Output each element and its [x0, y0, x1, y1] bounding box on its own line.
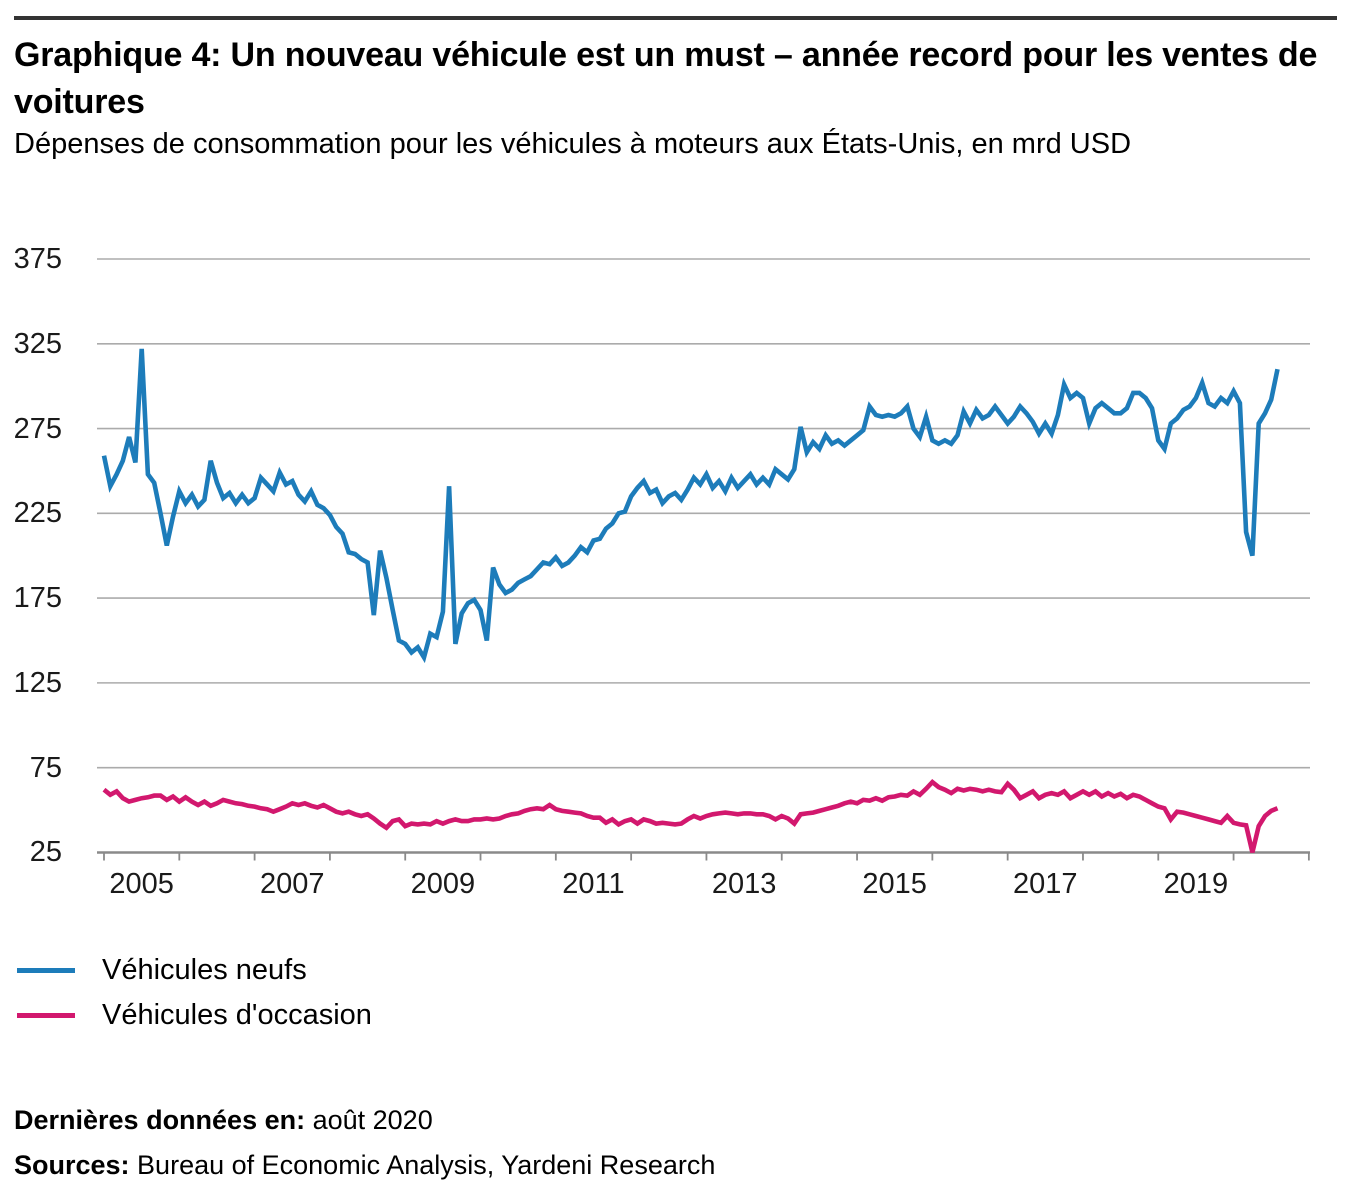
x-tick-label-2015: 2015: [862, 868, 927, 900]
y-tick-label-25: 25: [29, 836, 62, 869]
legend-label: Véhicules neufs: [102, 954, 307, 986]
chart-title: Graphique 4: Un nouveau véhicule est un …: [14, 36, 1318, 121]
footer-sources: Sources: Bureau of Economic Analysis, Ya…: [14, 1143, 1326, 1188]
x-tick-label-2011: 2011: [562, 868, 625, 900]
footer-sources-label: Sources:: [14, 1150, 130, 1180]
chart-subtitle: Dépenses de consommation pour les véhicu…: [14, 128, 1132, 160]
footer-last-data-value: août 2020: [305, 1105, 433, 1135]
x-tick-label-2005: 2005: [109, 868, 174, 900]
y-tick-label-75: 75: [29, 751, 62, 784]
series-line-v-hicules-neufs: [101, 348, 1280, 664]
legend-swatch-icon: [17, 968, 75, 973]
y-tick-label-325: 325: [13, 327, 62, 360]
x-tick-label-2007: 2007: [259, 868, 325, 900]
x-tick-label-2013: 2013: [711, 868, 777, 900]
y-tick-label-225: 225: [13, 497, 62, 530]
y-tick-label-175: 175: [13, 582, 62, 615]
x-tick-label-2019: 2019: [1163, 868, 1229, 900]
footer-last-data-label: Dernières données en:: [14, 1105, 306, 1135]
x-tick-label-2009: 2009: [410, 868, 476, 900]
legend: Véhicules neufs Véhicules d'occasion: [17, 948, 372, 1038]
plot-area: [97, 258, 1310, 861]
legend-swatch-icon: [17, 1013, 75, 1018]
footer-sources-value: Bureau of Economic Analysis, Yardeni Res…: [129, 1150, 716, 1180]
legend-label: Véhicules d'occasion: [102, 999, 372, 1031]
legend-item-0: Véhicules neufs: [17, 948, 372, 993]
y-tick-label-275: 275: [13, 412, 62, 445]
top-rule: [14, 16, 1337, 20]
y-tick-label-375: 375: [13, 243, 62, 275]
legend-item-1: Véhicules d'occasion: [17, 993, 372, 1038]
series-line-v-hicules-d-occasion: [102, 778, 1279, 853]
y-tick-label-125: 125: [13, 666, 62, 699]
x-tick-label-2017: 2017: [1013, 868, 1078, 900]
footer: Dernières données en: août 2020 Sources:…: [14, 1098, 1326, 1188]
footer-last-data: Dernières données en: août 2020: [14, 1098, 1326, 1143]
